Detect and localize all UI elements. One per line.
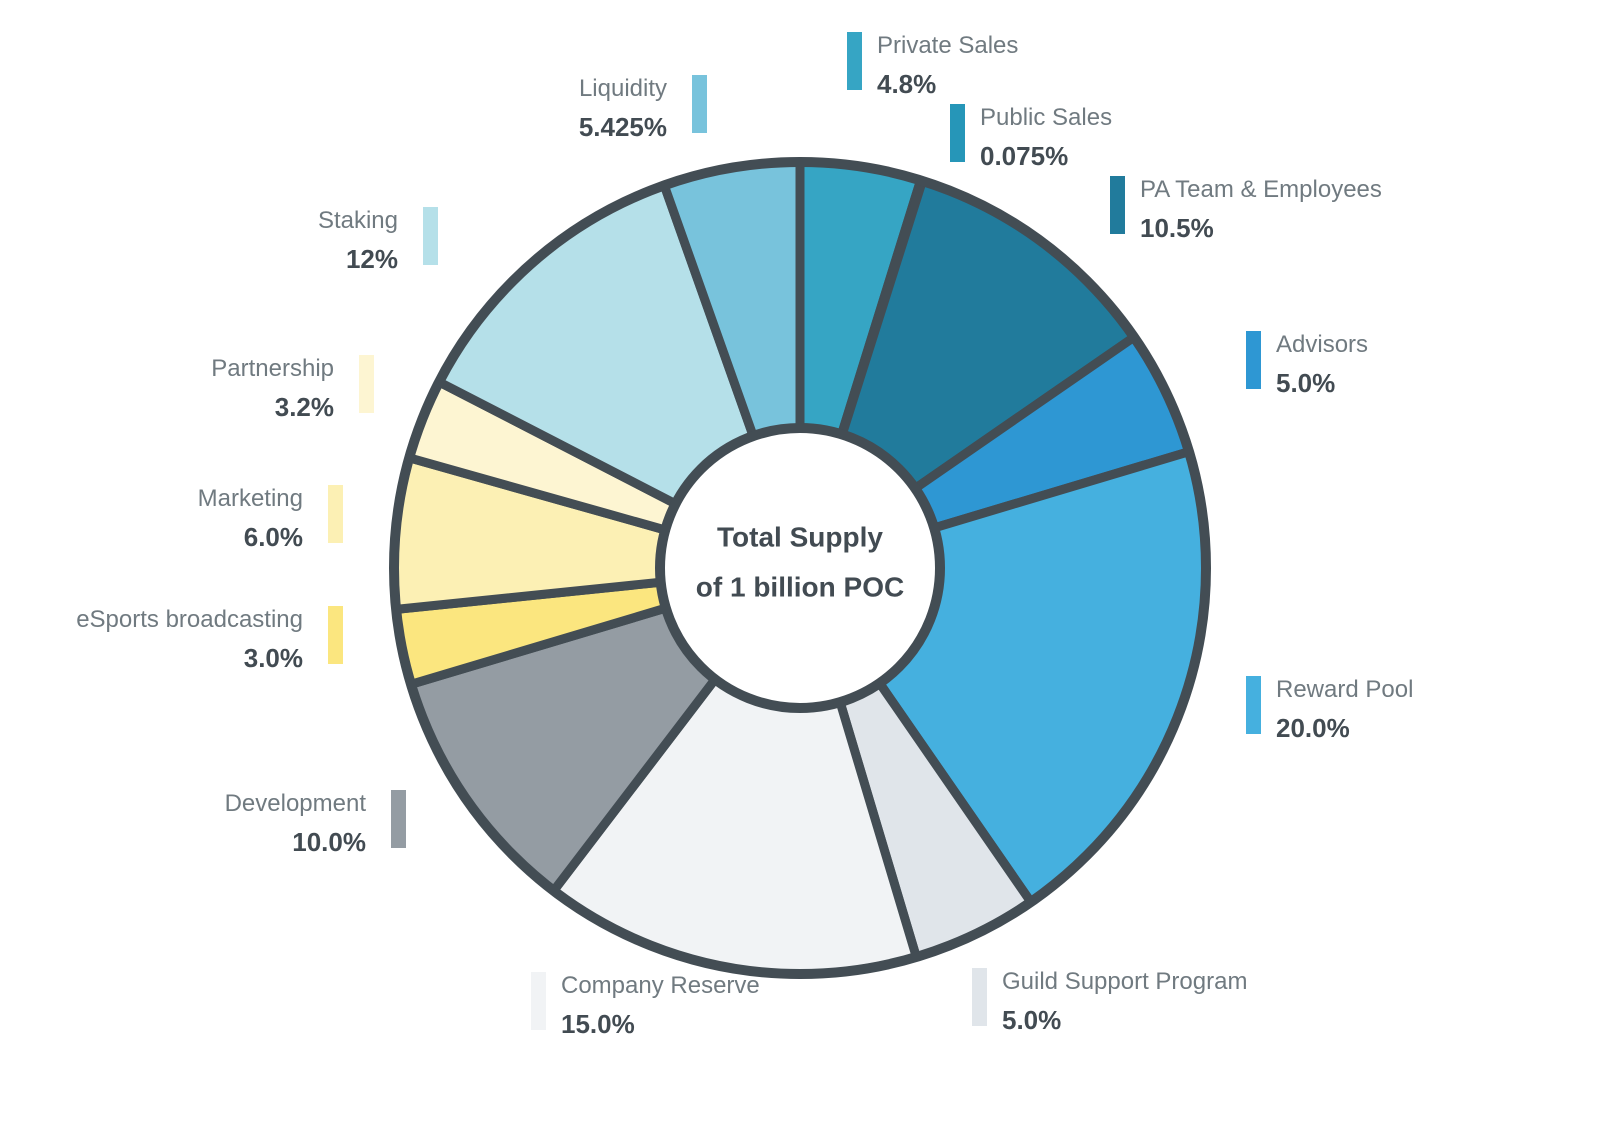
legend-label-guild-support-program: Guild Support Program — [1002, 968, 1248, 995]
legend-value-esports-broadcasting: 3.0% — [243, 643, 303, 673]
legend-swatch-partnership — [359, 355, 374, 413]
legend-value-staking: 12% — [345, 244, 398, 274]
legend-swatch-advisors — [1246, 331, 1261, 389]
legend-label-reward-pool: Reward Pool — [1276, 676, 1414, 703]
legend-label-public-sales: Public Sales — [980, 104, 1113, 131]
legend-label-pa-team-employees: PA Team & Employees — [1140, 176, 1382, 203]
legend-value-advisors: 5.0% — [1276, 368, 1336, 398]
legend-label-private-sales: Private Sales — [877, 32, 1019, 59]
donut-outer-border — [389, 157, 1211, 979]
legend-label-development: Development — [224, 790, 366, 817]
legend-value-pa-team-employees: 10.5% — [1140, 213, 1214, 243]
legend-swatch-guild-support-program — [972, 968, 987, 1026]
legend-value-reward-pool: 20.0% — [1276, 713, 1350, 743]
legend-swatch-reward-pool — [1246, 676, 1261, 734]
legend-value-marketing: 6.0% — [243, 522, 303, 552]
legend-swatch-public-sales — [950, 104, 965, 162]
legend-swatch-development — [391, 790, 406, 848]
legend-swatch-liquidity — [692, 75, 707, 133]
legend-value-private-sales: 4.8% — [877, 69, 937, 99]
center-label-line-1: Total Supply — [717, 521, 883, 552]
legend-label-staking: Staking — [317, 207, 398, 234]
legend-label-marketing: Marketing — [197, 485, 303, 512]
legend-label-advisors: Advisors — [1276, 331, 1369, 358]
legend-label-esports-broadcasting: eSports broadcasting — [76, 606, 303, 633]
legend-value-guild-support-program: 5.0% — [1002, 1005, 1062, 1035]
legend-value-public-sales: 0.075% — [980, 141, 1069, 171]
legend-value-liquidity: 5.425% — [578, 112, 667, 142]
legend-label-partnership: Partnership — [211, 355, 334, 382]
legend-label-liquidity: Liquidity — [578, 75, 667, 102]
legend-swatch-company-reserve — [531, 972, 546, 1030]
legend-label-company-reserve: Company Reserve — [561, 972, 760, 999]
legend-swatch-pa-team-employees — [1110, 176, 1125, 234]
legend-value-company-reserve: 15.0% — [561, 1009, 635, 1039]
donut-center-hole — [655, 423, 945, 713]
legend-value-development: 10.0% — [292, 827, 366, 857]
legend-swatch-esports-broadcasting — [328, 606, 343, 664]
legend-value-partnership: 3.2% — [274, 392, 334, 422]
center-label-line-2: of 1 billion POC — [696, 571, 904, 602]
legend-swatch-marketing — [328, 485, 343, 543]
legend-swatch-private-sales — [847, 32, 862, 90]
legend-swatch-staking — [423, 207, 438, 265]
